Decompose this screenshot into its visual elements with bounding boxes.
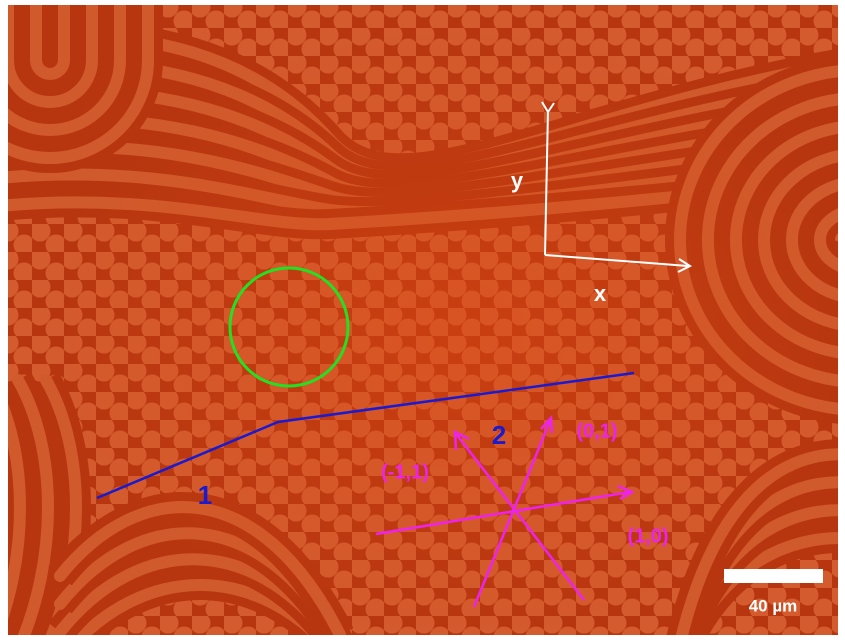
illumination	[8, 5, 838, 635]
scale-label: 40 µm	[749, 596, 798, 615]
sample	[0, 0, 845, 640]
page: y x 1 2 (0,1) (-1,1) (1,0) 40 µm (() => …	[0, 0, 845, 640]
scale-bar	[724, 569, 823, 583]
axis-label: y	[511, 168, 524, 193]
direction-label: (-1,1)	[381, 461, 429, 483]
micrograph: y x 1 2 (0,1) (-1,1) (1,0) 40 µm	[0, 0, 845, 640]
direction-label: (0,1)	[576, 420, 617, 442]
direction-label: (1,0)	[627, 525, 668, 547]
path-label: 2	[492, 420, 506, 450]
path-label: 1	[198, 480, 212, 510]
axis-label: x	[594, 281, 607, 306]
